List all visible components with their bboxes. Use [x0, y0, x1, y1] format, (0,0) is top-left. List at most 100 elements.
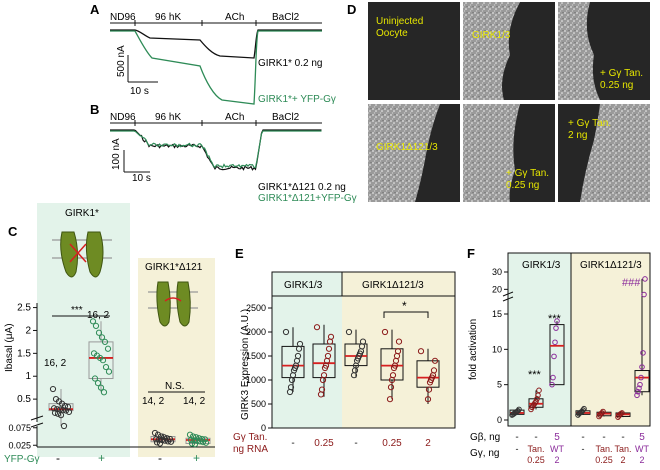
- segment-label: 96 hK: [155, 12, 181, 23]
- condition-label: -: [582, 444, 585, 454]
- condition-label: WT: [550, 444, 564, 454]
- condition-label: 5: [554, 432, 560, 443]
- data-point: [156, 440, 164, 447]
- data-point: [99, 357, 107, 364]
- y-axis-label: fold activation: [468, 319, 479, 380]
- data-point: [325, 345, 333, 352]
- segment-label: ND96: [110, 112, 136, 123]
- scale-time-label: 10 s: [132, 173, 151, 184]
- data-point: [157, 433, 165, 440]
- condition-label: -: [581, 432, 584, 443]
- data-point: [387, 384, 395, 391]
- row-label: ng RNA: [233, 444, 268, 455]
- condition-labels: - 0.25 - 0.25 2: [291, 438, 431, 449]
- condition-label: -: [534, 432, 537, 443]
- data-point: [317, 391, 325, 398]
- axis-break: [502, 291, 514, 302]
- data-point: [59, 407, 67, 414]
- row-label: Gβ, ng: [470, 432, 500, 443]
- panel-letter-b: B: [90, 102, 99, 117]
- oocyte-stain: [558, 2, 600, 100]
- data-point: [535, 392, 541, 399]
- axis-break: [30, 415, 44, 428]
- panel-c-bg-yellow: [138, 258, 215, 457]
- data-point: [282, 328, 290, 336]
- sig-label: ***: [528, 369, 542, 381]
- data-point: [152, 436, 160, 443]
- data-point: [552, 339, 558, 346]
- sig-label: *: [402, 299, 407, 313]
- condition-label: -: [354, 438, 357, 449]
- box: [344, 343, 368, 367]
- condition-label: Tan.: [527, 444, 544, 454]
- data-point: [191, 441, 199, 448]
- data-point: [639, 364, 645, 370]
- data-point: [533, 398, 539, 405]
- data-point: [388, 376, 396, 384]
- data-point: [426, 379, 434, 386]
- condition-label: -: [291, 438, 294, 449]
- row-label: YFP-Gγ: [4, 454, 40, 465]
- y-tick-label: 1000: [246, 375, 266, 385]
- y-tick-label: 0.075: [8, 423, 31, 433]
- tile-label-line: 2 ng: [568, 130, 587, 141]
- tile-label-line: Oocyte: [376, 28, 408, 39]
- y-ticks: 2.5 2 1.5 1 0.5 0.075 0.025: [8, 303, 37, 450]
- data-point: [635, 388, 641, 395]
- data-point: [188, 440, 196, 447]
- data-point: [57, 412, 65, 419]
- data-point: [313, 324, 321, 331]
- channel-icon: [52, 231, 112, 278]
- row-label: Gγ, ng: [470, 448, 499, 459]
- n-label: 16, 2: [87, 310, 110, 321]
- data-point: [636, 385, 642, 392]
- data-point: [196, 438, 204, 445]
- panel-letter-e: E: [235, 246, 244, 261]
- data-point: [395, 338, 403, 345]
- data-point: [104, 345, 112, 352]
- y-tick-label: 20: [492, 284, 502, 294]
- oocyte-stain: [463, 104, 520, 202]
- condition-label: WT: [635, 444, 649, 454]
- y-tick-label: 0.5: [17, 394, 31, 405]
- chart-marks: [281, 324, 440, 404]
- data-point: [551, 353, 557, 360]
- oocyte-stain: [580, 104, 650, 202]
- data-point: [54, 410, 62, 417]
- data-point: [381, 328, 389, 336]
- condition-label: 0.25: [595, 455, 613, 465]
- condition-label: 2: [425, 438, 431, 449]
- condition-label: 0.25: [527, 455, 545, 465]
- condition-label: +: [98, 451, 105, 465]
- data-point: [550, 374, 556, 381]
- sig-bracket: [383, 311, 429, 318]
- trace-label-girk1: GIRK1* 0.2 ng: [258, 58, 322, 69]
- y-tick-label: 1: [25, 371, 31, 382]
- group-title: GIRK1Δ121/3: [580, 260, 642, 271]
- trace-girk1-d121: [110, 129, 322, 171]
- data-point: [390, 364, 398, 372]
- data-point: [536, 387, 542, 394]
- y-tick-label: 5: [497, 380, 502, 390]
- trace-label-girk1-gy: GIRK1*+ YFP-Gγ: [258, 94, 336, 105]
- data-point: [417, 348, 425, 355]
- data-point: [51, 409, 59, 416]
- box: [549, 324, 565, 386]
- condition-label: 2: [620, 455, 625, 465]
- data-point: [638, 374, 644, 381]
- data-point: [637, 381, 643, 388]
- data-point: [94, 379, 102, 387]
- sig-label: ***: [548, 313, 562, 325]
- oocyte-stain: [463, 2, 520, 100]
- condition-label: -: [516, 444, 519, 454]
- panel-d: D Uninjected Oocyte GIRK1/3 + Gγ Tan. 0.25…: [347, 2, 650, 202]
- y-ticks: 0 500 1000 1500 2000 2500: [246, 303, 272, 433]
- data-point: [91, 375, 99, 382]
- y-tick-label: 0: [497, 415, 502, 425]
- data-point: [554, 318, 560, 324]
- data-point: [98, 334, 106, 341]
- tile-label: Uninjected Oocyte: [376, 16, 423, 39]
- data-point: [167, 438, 175, 445]
- data-point: [49, 385, 57, 393]
- data-point: [345, 328, 353, 336]
